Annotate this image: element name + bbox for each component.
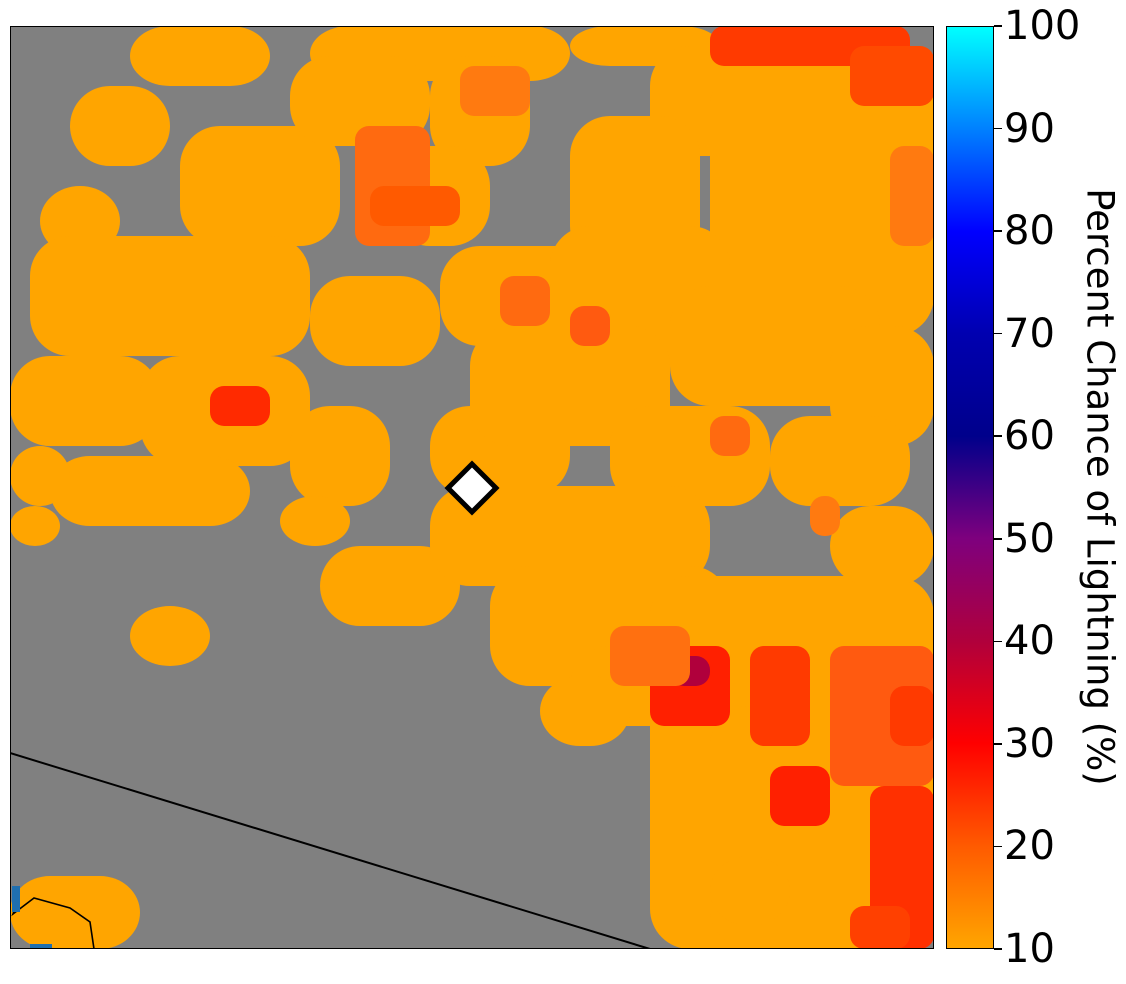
probability-region bbox=[540, 676, 630, 746]
probability-region bbox=[710, 66, 934, 336]
colorbar-tick bbox=[994, 230, 1002, 232]
lightning-probability-map bbox=[10, 26, 934, 949]
map-canvas bbox=[10, 26, 934, 949]
high-probability-cell bbox=[370, 186, 460, 226]
high-probability-cell bbox=[830, 646, 934, 786]
colorbar-tick-label: 50 bbox=[1004, 515, 1055, 562]
probability-region bbox=[280, 496, 350, 546]
state-border-line bbox=[10, 752, 651, 949]
probability-region bbox=[670, 286, 880, 406]
high-probability-cell bbox=[710, 416, 750, 456]
colorbar-tick-label: 20 bbox=[1004, 823, 1055, 870]
probability-region bbox=[130, 606, 210, 666]
probability-region bbox=[10, 876, 140, 949]
high-probability-cell bbox=[460, 66, 530, 116]
probability-region bbox=[10, 446, 70, 506]
location-marker bbox=[444, 460, 500, 516]
colorbar-tick bbox=[994, 538, 1002, 540]
colorbar-tick-label: 90 bbox=[1004, 105, 1055, 152]
colorbar-tick bbox=[994, 845, 1002, 848]
colorbar-tick-label: 100 bbox=[1004, 3, 1081, 49]
high-probability-cells bbox=[210, 26, 934, 949]
high-probability-cell bbox=[810, 496, 840, 536]
colorbar-tick bbox=[994, 948, 1002, 950]
high-probability-cell bbox=[770, 766, 830, 826]
high-probability-cell bbox=[850, 46, 934, 106]
probability-region bbox=[830, 506, 934, 586]
probability-region bbox=[290, 56, 430, 146]
probability-region bbox=[310, 276, 440, 366]
probability-region bbox=[290, 406, 390, 506]
probability-region bbox=[470, 326, 670, 446]
colorbar-tick-label: 10 bbox=[1004, 926, 1055, 972]
high-probability-cell bbox=[500, 276, 550, 326]
colorbar-tick-label: 60 bbox=[1004, 413, 1055, 460]
colorbar-tick-label: 80 bbox=[1004, 208, 1055, 255]
probability-region bbox=[130, 26, 270, 86]
high-probability-cell bbox=[750, 646, 810, 746]
water-patch bbox=[30, 944, 52, 949]
colorbar-label: Percent Chance of Lightning (%) bbox=[1078, 188, 1122, 786]
probability-region bbox=[180, 126, 340, 246]
high-probability-cell bbox=[610, 626, 690, 686]
high-probability-cell bbox=[570, 306, 610, 346]
probability-region bbox=[30, 236, 310, 356]
probability-region bbox=[430, 486, 710, 586]
probability-region bbox=[10, 506, 60, 546]
colorbar-tick-label: 70 bbox=[1004, 310, 1055, 357]
high-probability-cell bbox=[850, 906, 910, 949]
colorbar-tick bbox=[994, 25, 1002, 27]
probability-region bbox=[70, 86, 170, 166]
high-probability-cell bbox=[210, 386, 270, 426]
colorbar-tick bbox=[994, 743, 1002, 745]
high-probability-cell bbox=[890, 146, 934, 246]
colorbar bbox=[946, 26, 994, 949]
water-patch bbox=[12, 886, 20, 912]
colorbar-tick bbox=[994, 332, 1002, 335]
colorbar-tick bbox=[994, 127, 1002, 130]
high-probability-cell bbox=[890, 686, 934, 746]
probability-region bbox=[50, 456, 250, 526]
probability-region bbox=[320, 546, 460, 626]
colorbar-tick-label: 40 bbox=[1004, 618, 1055, 665]
colorbar-tick bbox=[994, 435, 1002, 437]
probability-regions bbox=[10, 26, 934, 949]
probability-region bbox=[710, 856, 790, 926]
probability-region bbox=[10, 356, 160, 446]
probability-region bbox=[770, 416, 910, 506]
colorbar-tick-label: 30 bbox=[1004, 720, 1055, 767]
colorbar-gradient bbox=[947, 27, 993, 948]
colorbar-tick bbox=[994, 640, 1002, 643]
